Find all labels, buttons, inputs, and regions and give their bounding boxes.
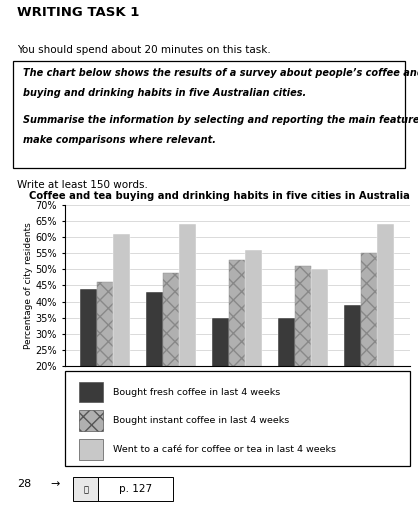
Text: Bought instant coffee in last 4 weeks: Bought instant coffee in last 4 weeks <box>113 416 289 425</box>
Bar <box>146 292 163 431</box>
Bar <box>97 282 113 431</box>
Bar <box>79 439 103 460</box>
Bar <box>278 317 295 431</box>
Bar <box>295 266 311 431</box>
Text: The chart below shows the results of a survey about people’s coffee and tea: The chart below shows the results of a s… <box>23 68 418 78</box>
Bar <box>245 250 262 431</box>
Bar <box>79 410 103 431</box>
Text: Bought fresh coffee in last 4 weeks: Bought fresh coffee in last 4 weeks <box>113 388 280 396</box>
Bar <box>13 61 405 168</box>
Y-axis label: Percentage of city residents: Percentage of city residents <box>24 222 33 349</box>
Bar <box>377 224 394 431</box>
Bar <box>98 477 173 501</box>
Bar <box>113 234 130 431</box>
Bar <box>311 269 328 431</box>
Text: WRITING TASK 1: WRITING TASK 1 <box>17 6 139 19</box>
Text: p. 127: p. 127 <box>119 484 153 495</box>
Bar <box>163 272 179 431</box>
Text: You should spend about 20 minutes on this task.: You should spend about 20 minutes on thi… <box>17 45 270 55</box>
Bar <box>344 305 361 431</box>
Bar <box>79 381 103 402</box>
Bar <box>361 253 377 431</box>
Text: →: → <box>50 479 59 489</box>
Bar <box>229 260 245 431</box>
Bar <box>179 224 196 431</box>
Text: 🖹: 🖹 <box>83 485 88 494</box>
Bar <box>80 289 97 431</box>
Text: Coffee and tea buying and drinking habits in five cities in Australia: Coffee and tea buying and drinking habit… <box>29 191 410 201</box>
Bar <box>73 477 98 501</box>
Text: buying and drinking habits in five Australian cities.: buying and drinking habits in five Austr… <box>23 88 306 98</box>
Text: 28: 28 <box>17 479 31 489</box>
Text: Went to a café for coffee or tea in last 4 weeks: Went to a café for coffee or tea in last… <box>113 445 336 454</box>
Bar <box>212 317 229 431</box>
Text: Write at least 150 words.: Write at least 150 words. <box>17 180 148 190</box>
Text: Summarise the information by selecting and reporting the main features, and: Summarise the information by selecting a… <box>23 115 418 125</box>
Text: make comparisons where relevant.: make comparisons where relevant. <box>23 135 216 145</box>
